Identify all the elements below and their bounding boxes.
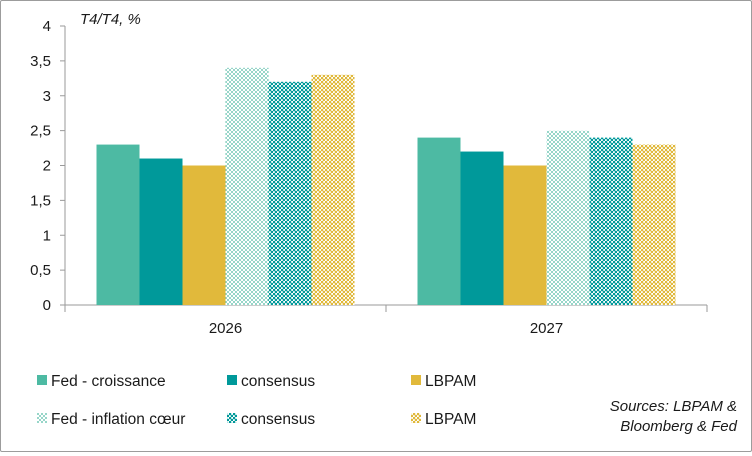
legend-label: Fed - inflation cœur (51, 411, 185, 428)
bar (632, 144, 676, 305)
source-note-line-2: Bloomberg & Fed (620, 418, 737, 435)
y-tick-label: 2 (43, 158, 51, 175)
bar (139, 158, 183, 305)
y-axis: 0 0,5 1 1,5 2 2,5 3 3,5 4 (30, 18, 66, 314)
y-tick-label: 2,5 (30, 123, 51, 140)
unit-label: T4/T4, % (80, 11, 141, 28)
legend-label: LBPAM (425, 411, 476, 428)
y-tick-label: 1,5 (30, 192, 51, 209)
bar (460, 151, 504, 305)
legend: Fed - croissance consensus LBPAM Fed - infl… (37, 373, 476, 428)
y-tick-label: 3 (43, 88, 51, 105)
bar (225, 67, 269, 305)
bar (417, 137, 461, 305)
bars (96, 67, 676, 305)
y-tick-label: 4 (43, 18, 51, 35)
legend-swatch (227, 413, 237, 423)
bar (546, 130, 590, 305)
bar (268, 81, 312, 305)
y-tick-label: 3,5 (30, 53, 51, 70)
y-tick-label: 0,5 (30, 262, 51, 279)
bar (589, 137, 633, 305)
bar (311, 74, 355, 305)
legend-swatch (37, 413, 47, 423)
y-tick-label: 0 (43, 297, 51, 314)
bar (182, 165, 226, 305)
legend-swatch (227, 375, 237, 385)
x-category-label: 2026 (209, 320, 242, 337)
legend-label: LBPAM (425, 373, 476, 390)
y-tick-label: 1 (43, 227, 51, 244)
legend-label: consensus (241, 373, 315, 390)
bar (503, 165, 547, 305)
legend-label: consensus (241, 411, 315, 428)
legend-swatch (411, 413, 421, 423)
bar (96, 144, 140, 305)
legend-swatch (37, 375, 47, 385)
legend-label: Fed - croissance (51, 373, 166, 390)
legend-swatch (411, 375, 421, 385)
x-category-label: 2027 (530, 320, 563, 337)
source-note-line-1: Sources: LBPAM & (610, 398, 737, 415)
x-axis: 2026 2027 (64, 304, 708, 337)
